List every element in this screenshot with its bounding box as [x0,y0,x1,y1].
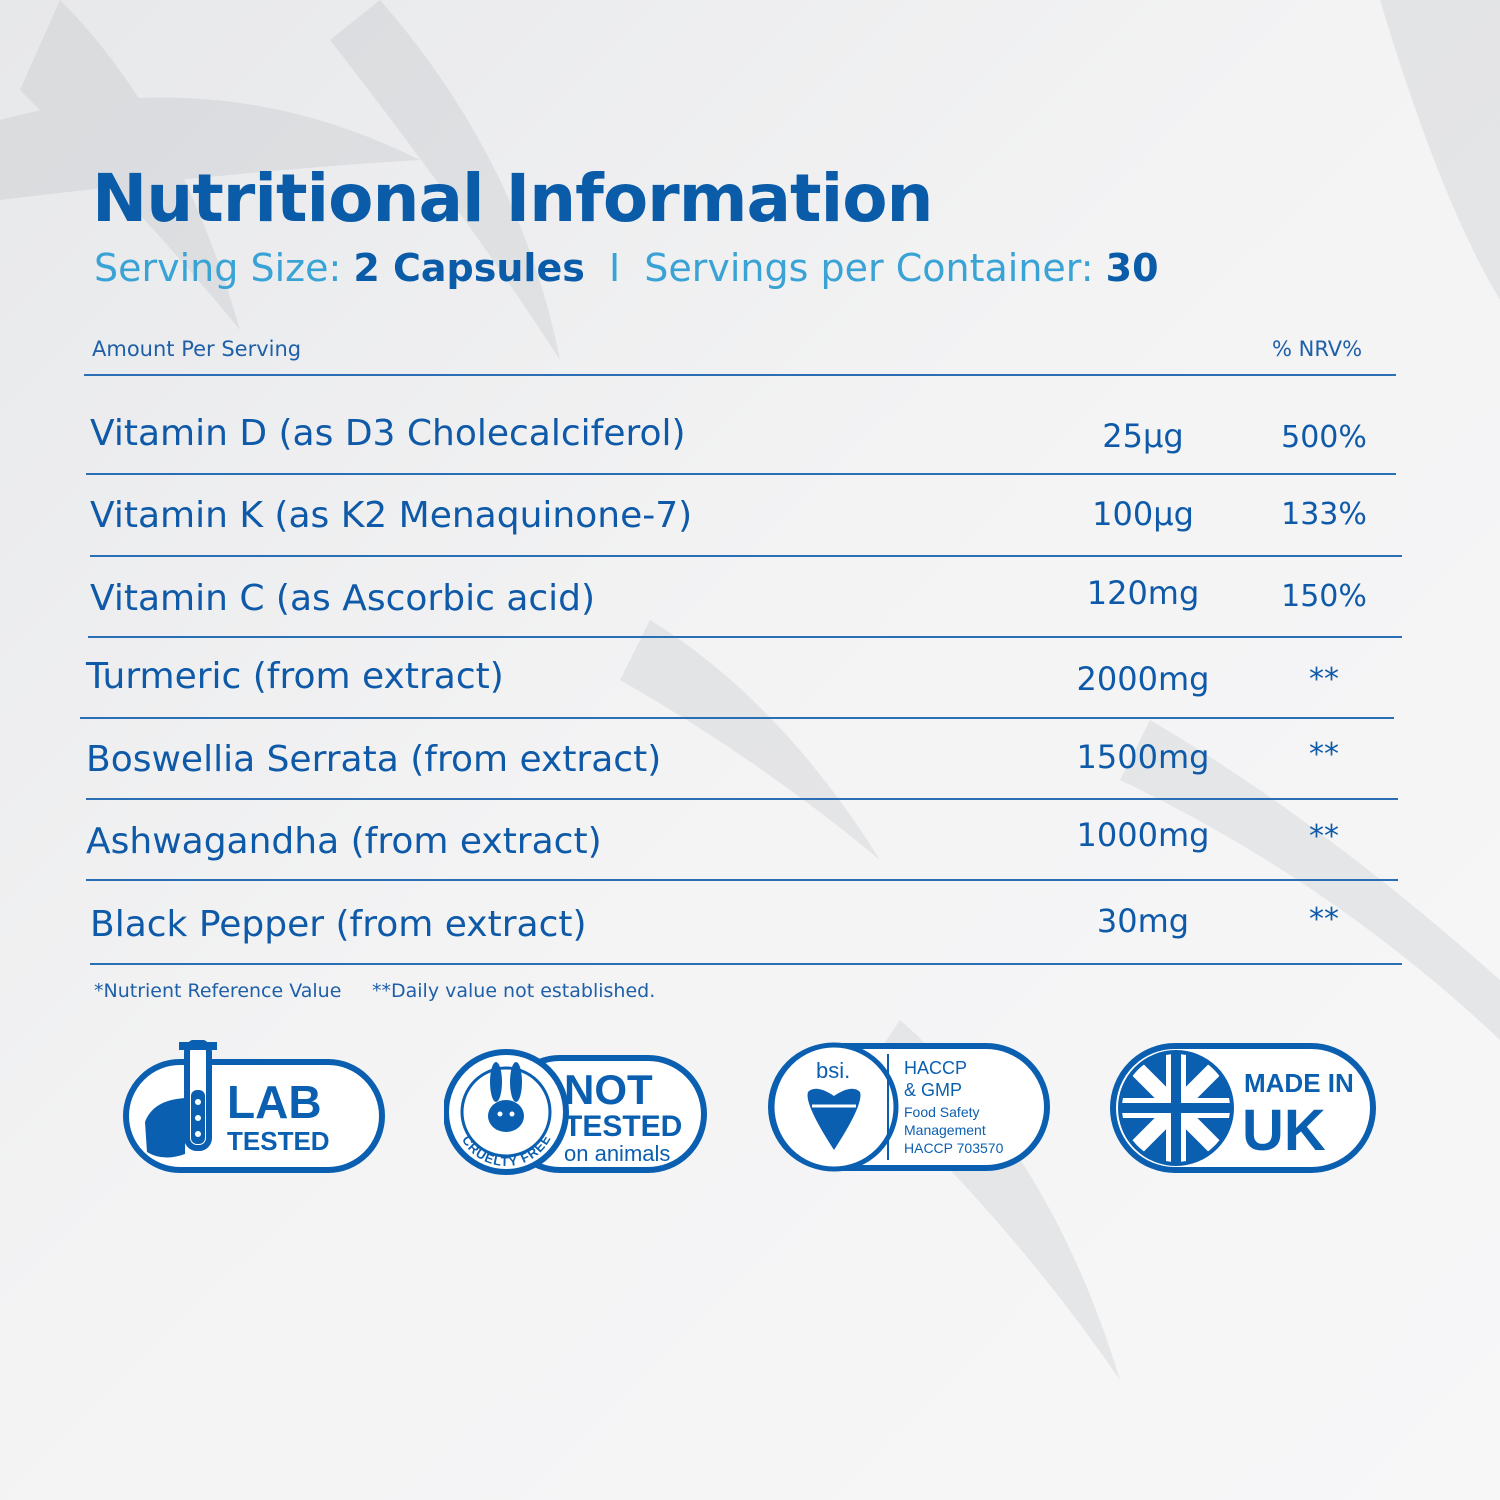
footnote-daily-value: **Daily value not established. [372,980,656,1002]
nutrient-name: Vitamin C (as Ascorbic acid) [90,578,596,619]
nutrient-name: Boswellia Serrata (from extract) [86,739,662,780]
nutrient-name: Ashwagandha (from extract) [86,821,602,862]
gmp-label: & GMP [904,1080,962,1100]
cruelty-free-badge: CRUELTY FREE NOT TESTED on animals [444,1040,708,1175]
amount-per-serving-header: Amount Per Serving [92,337,302,361]
nutrient-amount: 1500mg [1076,738,1210,776]
nutrient-name: Vitamin K (as K2 Menaquinone-7) [90,495,693,536]
bsi-logo-text: bsi. [816,1058,850,1083]
haccp-label: HACCP [904,1058,967,1078]
nutrient-name: Turmeric (from extract) [86,656,504,697]
serving-info: Serving Size: 2 Capsules I Servings per … [94,246,1159,290]
row-divider [90,963,1402,965]
row-divider [88,636,1402,638]
nutrient-nrv: 150% [1281,579,1367,614]
made-in-label: MADE IN [1244,1068,1354,1098]
nutrient-amount: 25µg [1102,417,1184,455]
nutrient-nrv: ** [1309,902,1339,937]
rabbit-icon [488,1062,524,1132]
nutrient-amount: 2000mg [1076,660,1210,698]
test-tube-hand-icon [145,1040,217,1158]
nutrient-nrv: ** [1309,819,1339,854]
nutrient-name: Vitamin D (as D3 Cholecalciferol) [90,413,686,454]
nutrient-amount: 30mg [1096,902,1190,940]
tested-label: TESTED [227,1126,330,1156]
uk-label: UK [1242,1098,1326,1163]
nutrient-name: Black Pepper (from extract) [90,904,587,945]
not-label: NOT [564,1066,653,1113]
servings-per-container-value: 30 [1105,246,1159,290]
union-jack-icon [1118,1050,1234,1166]
row-divider [90,555,1402,557]
servings-per-container-label: Servings per Container: [644,246,1094,290]
nutrient-nrv: ** [1309,662,1339,697]
nrv-header: % NRV% [1272,337,1363,361]
bsi-heart-icon [807,1088,861,1150]
nutrient-nrv: ** [1309,737,1339,772]
tested-label: TESTED [564,1110,682,1143]
nutrient-nrv: 133% [1281,497,1367,532]
page-title: Nutritional Information [92,160,934,237]
serving-separator: I [608,246,621,290]
haccp-number-label: HACCP 703570 [904,1140,1004,1156]
management-label: Management [904,1122,986,1138]
nutrient-amount: 120mg [1086,574,1200,612]
serving-size-label: Serving Size: [94,246,342,290]
serving-size-value: 2 Capsules [353,246,585,290]
nutrient-amount: 1000mg [1076,816,1210,854]
header-divider [84,374,1396,376]
food-safety-label: Food Safety [904,1104,980,1120]
lab-tested-badge: LAB TESTED [123,1040,385,1175]
made-in-uk-badge: MADE IN UK [1110,1040,1376,1175]
row-divider [86,473,1396,475]
row-divider [80,717,1394,719]
footnote-nrv: *Nutrient Reference Value [94,980,342,1002]
row-divider [86,798,1398,800]
nutrient-amount: 100µg [1092,495,1194,533]
bsi-haccp-badge: bsi. HACCP & GMP Food Safety Management … [768,1040,1050,1175]
on-animals-label: on animals [564,1141,670,1166]
nutrient-nrv: 500% [1281,420,1367,455]
lab-label: LAB [227,1076,322,1128]
row-divider [86,879,1398,881]
